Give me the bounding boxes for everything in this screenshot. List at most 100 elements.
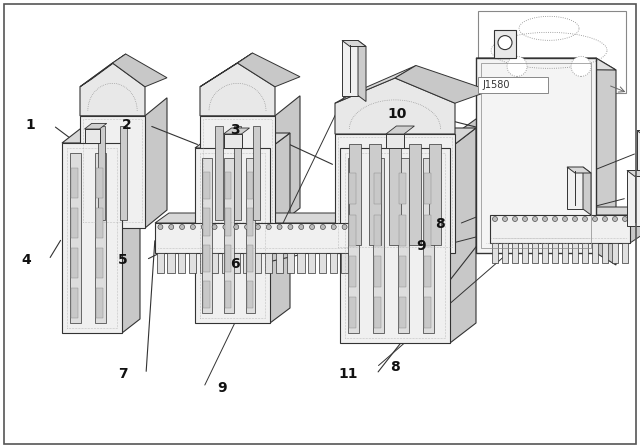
Circle shape [543, 216, 547, 221]
Bar [308, 253, 316, 273]
Polygon shape [275, 96, 300, 228]
Bar [340, 148, 450, 343]
Circle shape [234, 224, 239, 229]
Polygon shape [386, 134, 404, 148]
Bar [552, 243, 558, 263]
Bar [409, 144, 421, 245]
Circle shape [493, 216, 497, 221]
Circle shape [180, 224, 184, 229]
Circle shape [266, 224, 271, 229]
Bar [561, 243, 568, 263]
Bar [298, 253, 305, 273]
Polygon shape [155, 213, 364, 223]
Circle shape [522, 216, 527, 221]
Circle shape [507, 56, 527, 76]
Bar [490, 215, 630, 243]
Bar [80, 116, 145, 228]
Bar [494, 30, 516, 58]
Bar [567, 167, 583, 209]
Polygon shape [223, 128, 250, 134]
Bar [211, 253, 218, 273]
Polygon shape [583, 167, 591, 215]
Polygon shape [237, 53, 300, 87]
Circle shape [593, 216, 598, 221]
Text: 11: 11 [339, 367, 358, 381]
Circle shape [332, 224, 336, 229]
Text: 2: 2 [122, 118, 131, 133]
Polygon shape [476, 58, 616, 70]
Polygon shape [122, 129, 140, 333]
Bar [399, 215, 406, 246]
Circle shape [310, 224, 315, 229]
Bar [637, 130, 640, 176]
Bar [541, 243, 548, 263]
Text: 7: 7 [118, 367, 128, 381]
Bar [502, 243, 508, 263]
Bar [246, 281, 253, 308]
Bar [276, 253, 283, 273]
Bar [319, 253, 326, 273]
Circle shape [342, 224, 347, 229]
Bar [189, 253, 196, 273]
Circle shape [602, 216, 607, 221]
Bar [96, 168, 103, 198]
Bar [71, 168, 78, 198]
Circle shape [201, 224, 206, 229]
Bar [582, 243, 588, 263]
Text: 5: 5 [118, 253, 128, 267]
Bar [195, 148, 270, 323]
Polygon shape [200, 53, 253, 87]
Bar [96, 208, 103, 238]
Bar [429, 144, 441, 245]
Circle shape [169, 224, 173, 229]
Bar [330, 253, 337, 273]
Bar [572, 243, 578, 263]
Circle shape [573, 216, 577, 221]
Bar [71, 248, 78, 278]
Bar [71, 208, 78, 238]
Text: 6: 6 [230, 257, 240, 271]
Bar [246, 172, 253, 199]
Text: 8: 8 [390, 360, 400, 375]
Polygon shape [270, 133, 290, 323]
Bar [424, 297, 431, 328]
Polygon shape [386, 126, 415, 134]
Bar [168, 253, 175, 273]
Bar [120, 126, 127, 220]
Bar [349, 173, 356, 204]
Polygon shape [84, 129, 99, 143]
Circle shape [612, 216, 618, 221]
Bar [349, 215, 356, 246]
Bar [422, 158, 434, 333]
Text: 9: 9 [218, 380, 227, 395]
Text: 9: 9 [416, 239, 426, 254]
Polygon shape [567, 167, 591, 173]
Bar [522, 243, 528, 263]
Bar [243, 253, 250, 273]
Circle shape [513, 216, 518, 221]
Polygon shape [596, 58, 616, 265]
Bar [225, 281, 232, 308]
Circle shape [158, 224, 163, 229]
Bar [602, 243, 608, 263]
Polygon shape [62, 129, 140, 143]
Bar [221, 253, 228, 273]
Bar [399, 173, 406, 204]
Bar [476, 58, 596, 253]
Bar [155, 223, 350, 253]
Polygon shape [395, 65, 490, 103]
Bar [202, 158, 212, 313]
Bar [246, 245, 253, 272]
Text: 3: 3 [230, 123, 240, 137]
Bar [349, 256, 356, 287]
Polygon shape [335, 65, 416, 103]
Bar [389, 144, 401, 245]
Polygon shape [84, 123, 107, 129]
Text: 8: 8 [435, 217, 445, 231]
Bar [254, 253, 261, 273]
Bar [374, 173, 381, 204]
Bar [627, 171, 640, 225]
Circle shape [321, 224, 325, 229]
Bar [340, 253, 348, 273]
Bar [62, 143, 122, 333]
